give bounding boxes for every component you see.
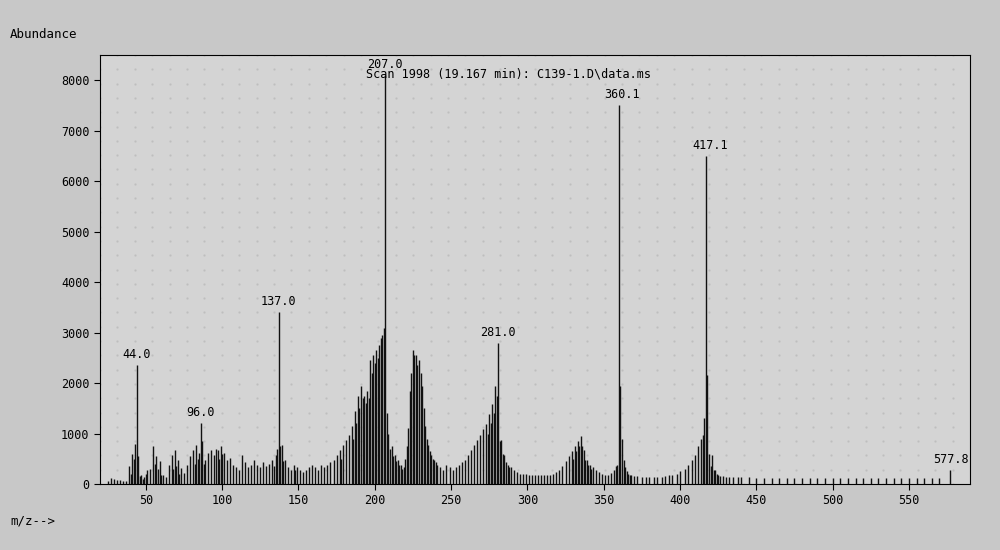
Text: Scan 1998 (19.167 min): C139-1.D\data.ms: Scan 1998 (19.167 min): C139-1.D\data.ms [366,68,651,81]
Text: m/z-->: m/z--> [10,515,55,528]
Text: 137.0: 137.0 [261,295,296,309]
Text: 207.0: 207.0 [368,58,403,71]
Text: 417.1: 417.1 [693,139,728,152]
Text: 281.0: 281.0 [481,326,516,339]
Text: Abundance: Abundance [10,28,78,41]
Text: 96.0: 96.0 [186,406,215,420]
Text: 360.1: 360.1 [604,89,640,101]
Text: 44.0: 44.0 [122,348,151,361]
Text: 577.8: 577.8 [934,453,969,466]
